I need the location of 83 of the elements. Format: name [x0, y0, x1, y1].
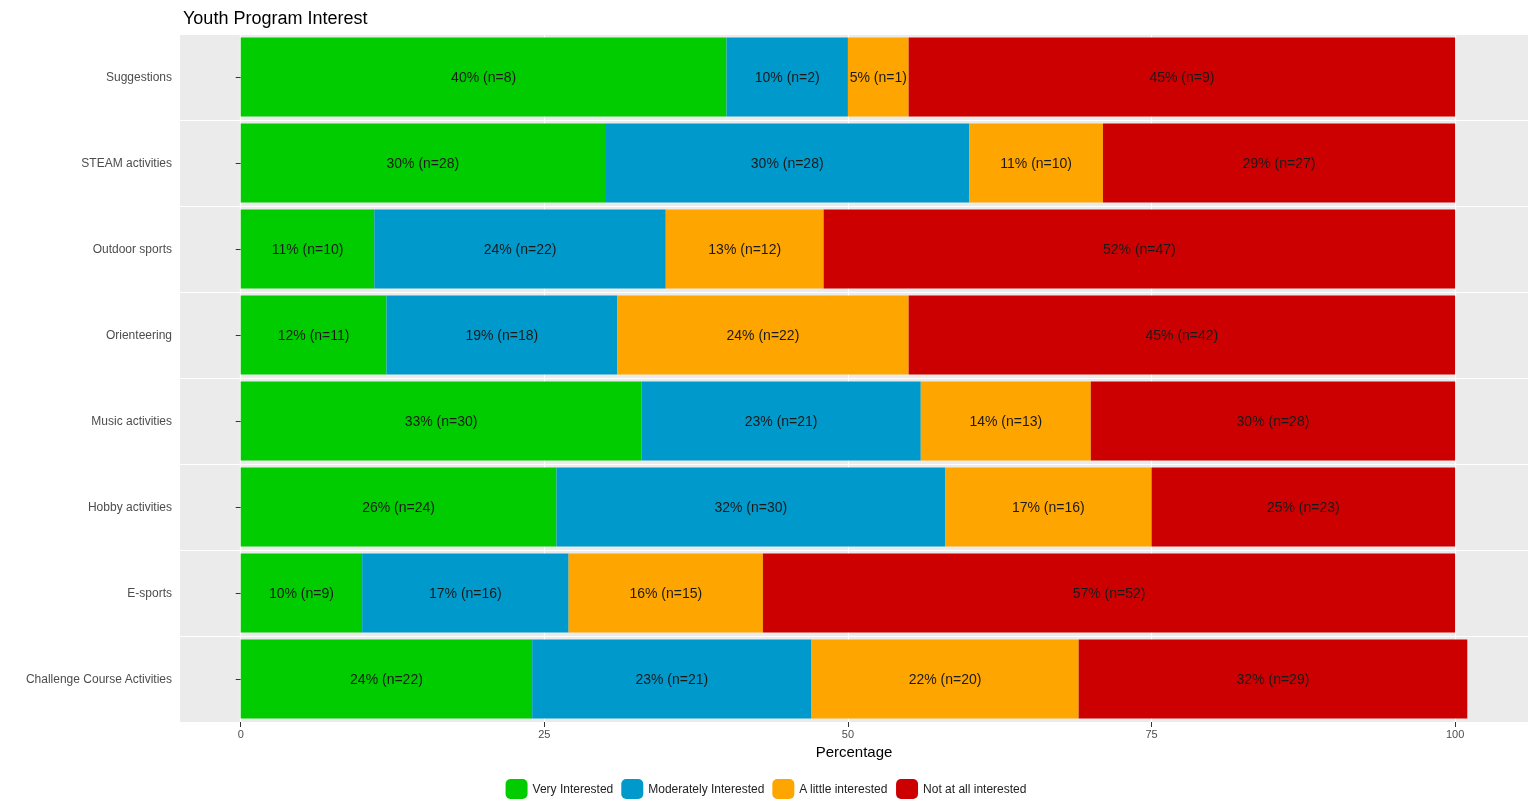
bar: [1151, 467, 1456, 547]
data-label: 24% (n=22): [483, 241, 557, 257]
bar: [908, 37, 1456, 117]
bar: [240, 123, 606, 203]
data-label: 12% (n=11): [277, 327, 350, 343]
bar: [969, 123, 1103, 203]
data-label: 24% (n=22): [726, 327, 800, 343]
x-tick-label: 0: [237, 727, 244, 740]
x-axis-title: Percentage: [815, 743, 893, 760]
data-label: 33% (n=30): [404, 413, 478, 429]
bar: [240, 37, 727, 117]
bar: [823, 209, 1456, 289]
data-label: 25% (n=23): [1266, 499, 1340, 515]
bar: [240, 209, 375, 289]
data-label: 16% (n=15): [629, 585, 703, 601]
bar: [920, 381, 1091, 461]
data-label: 30% (n=28): [750, 155, 824, 171]
bar: [762, 553, 1456, 633]
data-label: 22% (n=20): [908, 671, 982, 687]
x-tick-label: 75: [1145, 727, 1158, 740]
data-label: 29% (n=27): [1242, 155, 1316, 171]
data-label: 14% (n=13): [969, 413, 1043, 429]
x-tick-label: 50: [841, 727, 855, 740]
bar: [374, 209, 666, 289]
data-label: 26% (n=24): [362, 499, 435, 515]
data-label: 17% (n=16): [429, 585, 502, 601]
bar: [240, 295, 387, 375]
data-label: 32% (n=30): [714, 499, 788, 515]
y-tick-label: E-sports: [127, 586, 172, 600]
data-label: 30% (n=28): [1236, 413, 1310, 429]
y-tick-label: Orienteering: [105, 328, 172, 342]
bar: [362, 553, 569, 633]
bar: [641, 381, 921, 461]
bar: [847, 37, 909, 117]
data-label: 11% (n=10): [1000, 155, 1073, 171]
legend-label: Very Interested: [532, 782, 614, 796]
bar: [386, 295, 618, 375]
data-label: 24% (n=22): [350, 671, 423, 687]
bar: [617, 295, 909, 375]
data-label: 11% (n=10): [271, 241, 344, 257]
bar: [908, 295, 1456, 375]
chart-title: Youth Program Interest: [183, 8, 368, 28]
data-label: 23% (n=21): [744, 413, 818, 429]
data-label: 45% (n=9): [1149, 69, 1215, 85]
data-label: 17% (n=16): [1011, 499, 1085, 515]
bar: [665, 209, 824, 289]
bar: [568, 553, 763, 633]
x-tick-label: 100: [1445, 727, 1465, 740]
y-tick-label: Music activities: [91, 414, 172, 428]
data-label: 45% (n=42): [1145, 327, 1219, 343]
bar: [532, 639, 812, 719]
bar: [1078, 639, 1468, 719]
data-label: 19% (n=18): [465, 327, 539, 343]
bar: [556, 467, 946, 547]
bar: [1090, 381, 1456, 461]
y-tick-label: Challenge Course Activities: [25, 672, 172, 686]
legend-label: A little interested: [799, 782, 888, 796]
data-label: 57% (n=52): [1072, 585, 1146, 601]
bar: [240, 553, 363, 633]
data-label: 13% (n=12): [708, 241, 782, 257]
data-label: 32% (n=29): [1236, 671, 1310, 687]
legend-label: Not at all interested: [923, 782, 1027, 796]
y-tick-label: Outdoor sports: [92, 242, 172, 256]
data-label: 10% (n=9): [268, 585, 334, 601]
y-tick-label: Hobby activities: [87, 500, 172, 514]
data-label: 40% (n=8): [451, 69, 517, 85]
bar: [240, 639, 533, 719]
bar: [240, 467, 557, 547]
y-tick-label: STEAM activities: [81, 156, 172, 170]
data-label: 23% (n=21): [635, 671, 709, 687]
x-tick-label: 25: [538, 727, 551, 740]
data-label: 5% (n=1): [849, 69, 907, 85]
bar: [726, 37, 848, 117]
legend-label: Moderately Interested: [648, 782, 765, 796]
bar: [605, 123, 970, 203]
data-label: 10% (n=2): [754, 69, 820, 85]
data-label: 52% (n=47): [1103, 241, 1176, 257]
bar: [811, 639, 1079, 719]
bar: [1102, 123, 1456, 203]
y-tick-label: Suggestions: [105, 70, 172, 84]
bar: [240, 381, 642, 461]
bar: [945, 467, 1152, 547]
data-label: 30% (n=28): [386, 155, 460, 171]
